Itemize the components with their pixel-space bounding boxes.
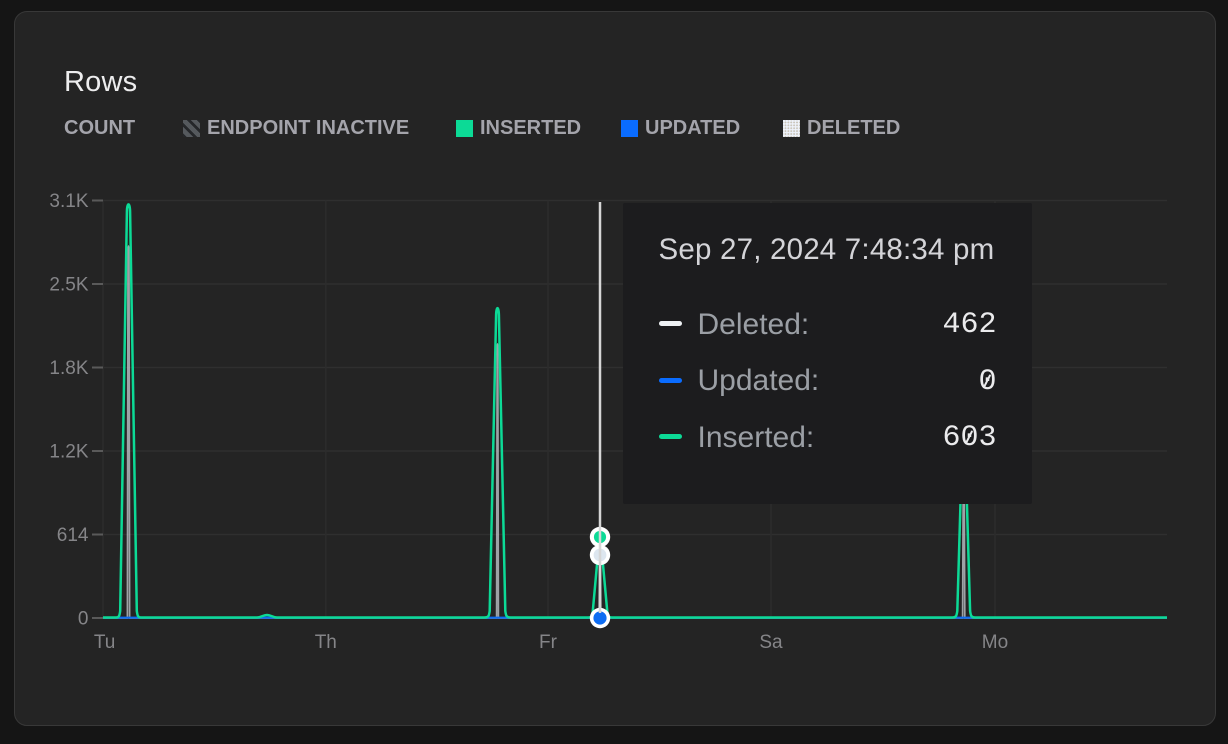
svg-text:2.5K: 2.5K (49, 275, 88, 296)
svg-text:0: 0 (78, 609, 89, 630)
svg-text:Fr: Fr (539, 632, 558, 653)
svg-text:Tu: Tu (94, 632, 115, 653)
svg-text:1.2K: 1.2K (49, 442, 88, 463)
svg-text:3.1K: 3.1K (49, 191, 88, 212)
svg-text:Th: Th (315, 632, 337, 653)
svg-text:Sa: Sa (759, 632, 783, 653)
svg-text:614: 614 (57, 525, 89, 546)
svg-text:Mo: Mo (982, 632, 1008, 653)
svg-text:1.8K: 1.8K (49, 358, 88, 379)
